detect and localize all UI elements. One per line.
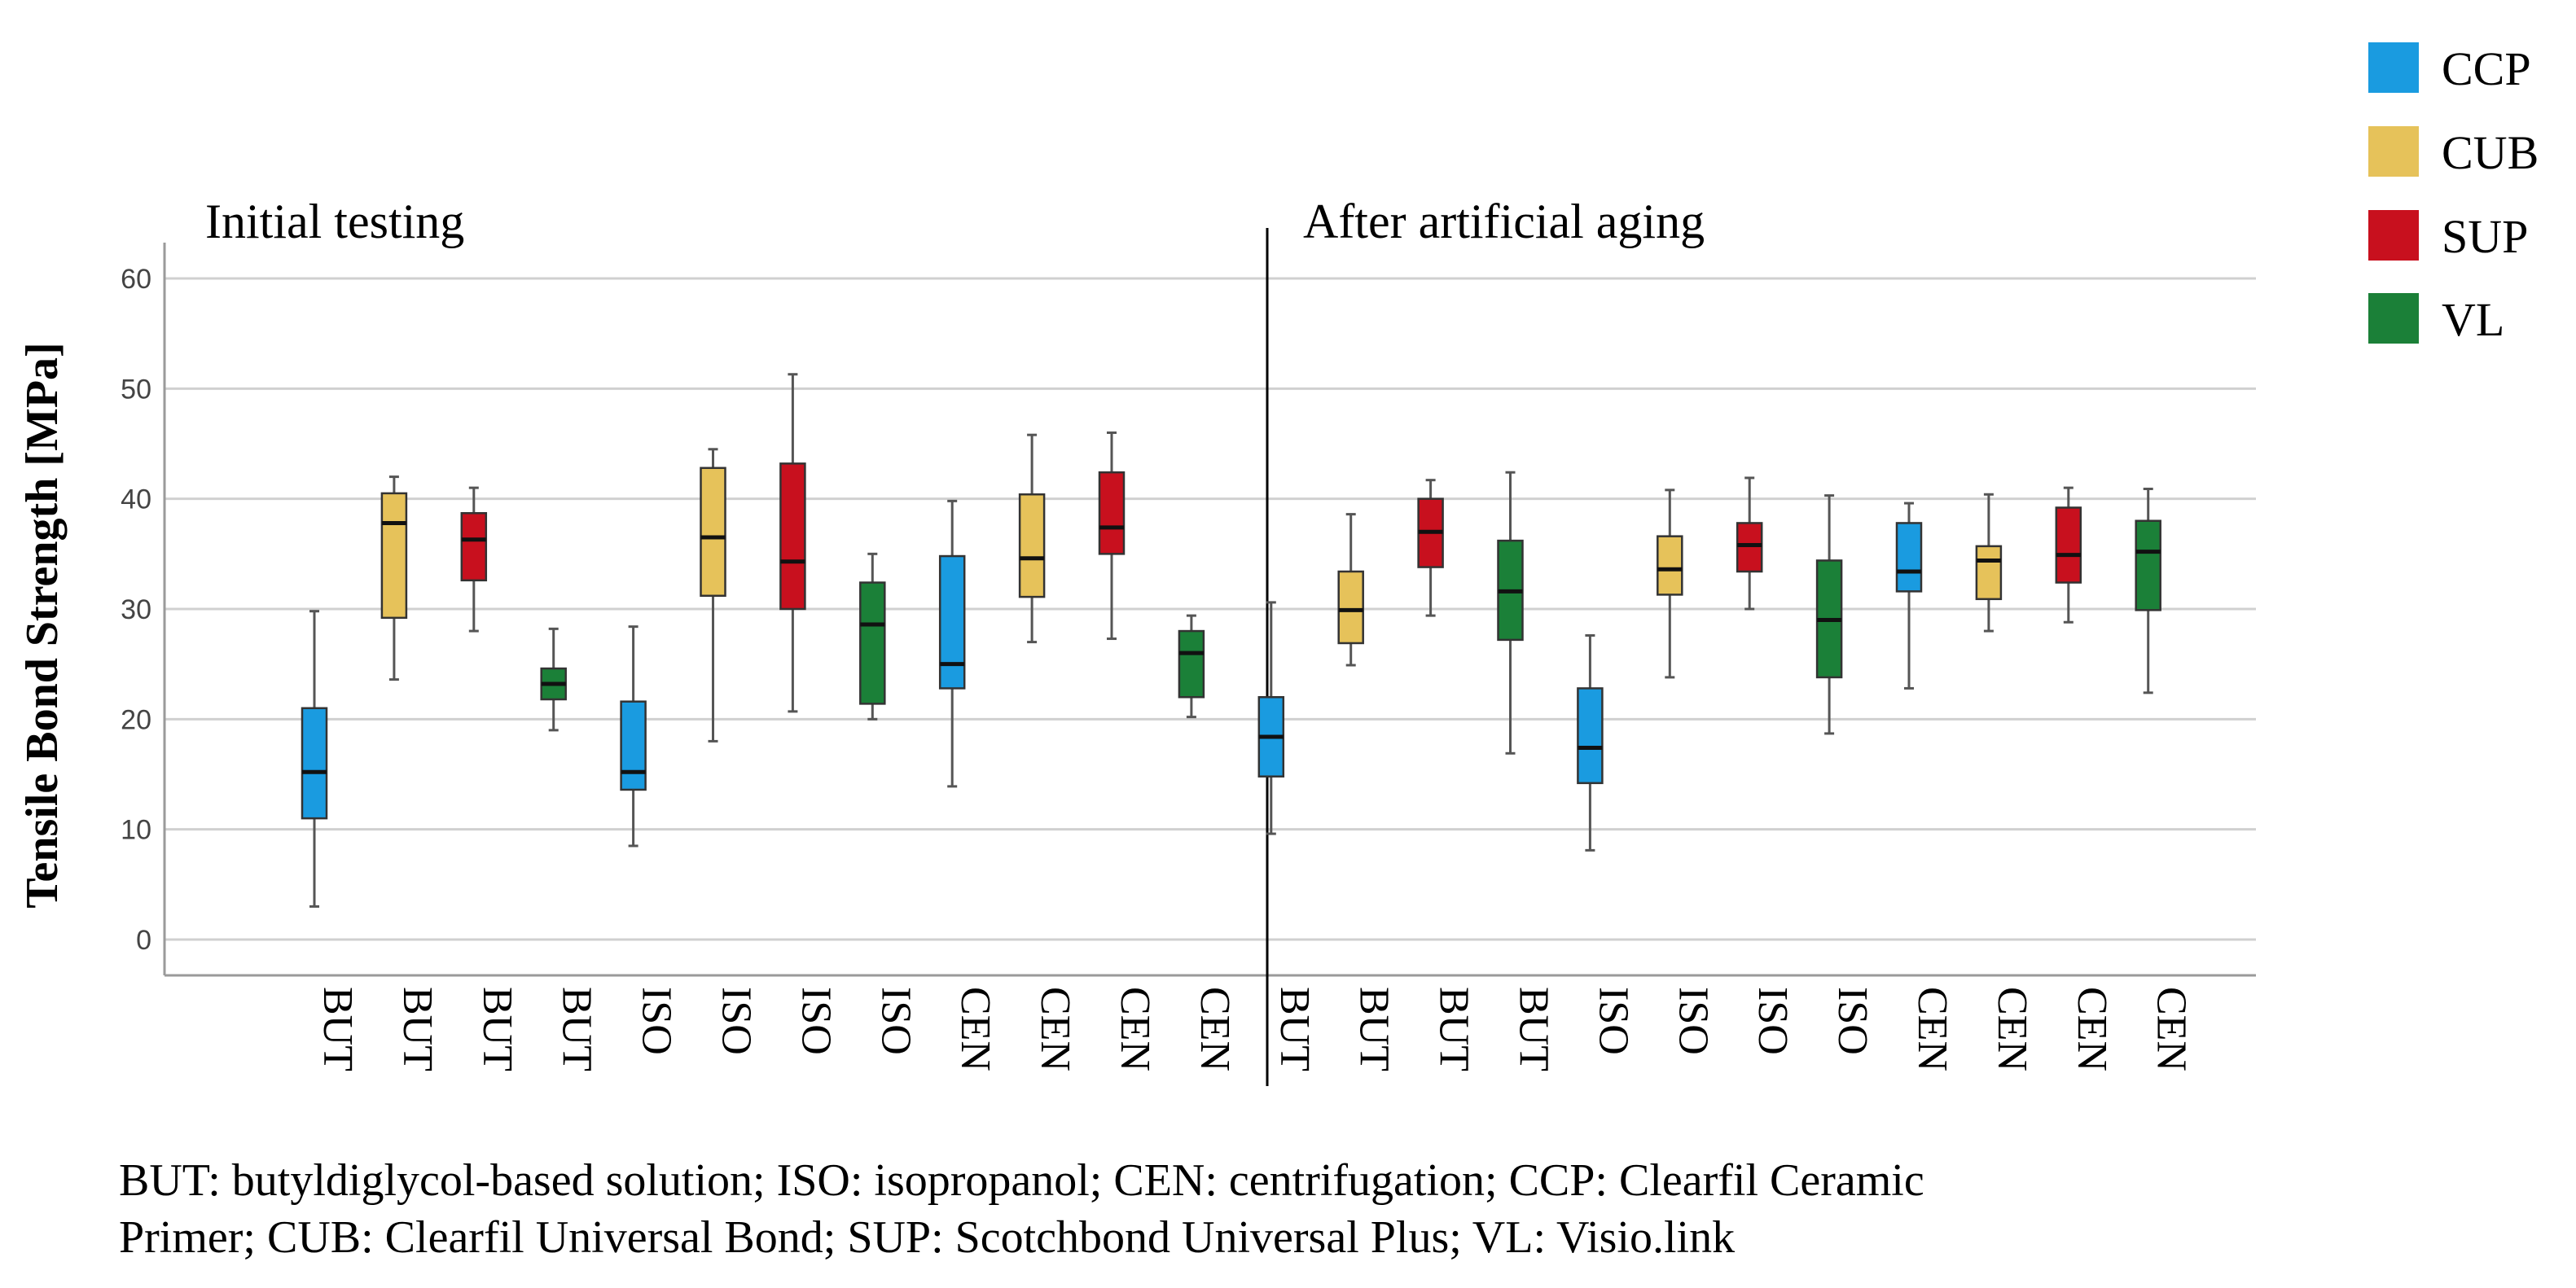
x-tick-label: BUT — [1271, 987, 1318, 1071]
x-tick-label: ISO — [792, 987, 839, 1055]
x-tick-label: BUT — [554, 987, 600, 1071]
x-tick-label: CEN — [2069, 987, 2115, 1071]
box-iqr — [1975, 545, 2003, 601]
y-axis-label: Tensile Bond Strength [MPa] — [17, 342, 68, 908]
legend-label-vl: VL — [2442, 293, 2504, 346]
x-tick-label: CEN — [952, 987, 998, 1071]
box-iqr — [1337, 570, 1364, 645]
box-0-but-ccp — [301, 610, 328, 908]
panel-title-aging: After artificial aging — [1303, 195, 1705, 248]
gridlines — [165, 277, 2256, 941]
legend-swatch-cub — [2368, 126, 2419, 177]
x-tick-label: BUT — [314, 987, 361, 1071]
box-1-iso-vl — [1815, 494, 1843, 735]
x-tick-label: BUT — [1511, 987, 1557, 1071]
y-tick-label-60: 60 — [121, 264, 151, 295]
axes — [163, 228, 2256, 1086]
box-0-cen-vl — [1178, 614, 1205, 719]
x-tick-label: ISO — [634, 987, 680, 1055]
x-tick-label: BUT — [1351, 987, 1398, 1071]
legend-swatch-ccp — [2368, 42, 2419, 93]
x-tick-label: ISO — [1670, 987, 1716, 1055]
box-0-iso-cub — [700, 448, 726, 743]
box-iqr — [380, 492, 408, 620]
legend-label-ccp: CCP — [2442, 42, 2531, 95]
y-tick-label-50: 50 — [121, 374, 151, 405]
box-0-cen-ccp — [938, 499, 966, 788]
box-iqr — [2055, 506, 2082, 584]
x-tick-label: CEN — [2148, 987, 2195, 1071]
x-tick-label: CEN — [1032, 987, 1078, 1071]
y-tick-label-0: 0 — [136, 925, 151, 956]
box-iqr — [779, 462, 806, 611]
x-tick-label: BUT — [474, 987, 520, 1071]
box-0-but-cub — [380, 475, 408, 681]
panel-title-initial: Initial testing — [205, 195, 464, 248]
y-tick-label-20: 20 — [121, 704, 151, 735]
box-iqr — [1736, 522, 1763, 573]
y-tick-label-30: 30 — [121, 594, 151, 625]
legend: CCP CUB SUP VL — [2368, 42, 2539, 346]
box-0-but-sup — [460, 486, 488, 633]
box-1-but-ccp — [1257, 601, 1285, 835]
x-tick-label: CEN — [1909, 987, 1955, 1071]
box-0-but-vl — [540, 627, 567, 732]
legend-label-cub: CUB — [2442, 126, 2539, 179]
box-1-but-cub — [1337, 513, 1364, 667]
x-tick-label: BUT — [1431, 987, 1477, 1071]
x-tick-label: CEN — [1112, 987, 1158, 1071]
x-tick-label: CEN — [1989, 987, 2035, 1071]
box-iqr — [2135, 519, 2161, 611]
footnote-line-2: Primer; CUB: Clearfil Universal Bond; SU… — [119, 1212, 1735, 1263]
footnote-line-1: BUT: butyldiglycol-based solution; ISO: … — [119, 1155, 1924, 1206]
box-iqr — [620, 700, 647, 791]
box-0-iso-sup — [779, 373, 806, 713]
box-iqr — [1577, 687, 1604, 785]
box-iqr — [859, 581, 886, 705]
box-iqr — [301, 707, 328, 820]
x-tick-label: ISO — [713, 987, 760, 1055]
box-iqr — [1657, 535, 1683, 596]
x-tick-labels: BUT BUT BUT BUT ISO ISO ISO ISO CEN CEN CEN CEN BUT B… — [314, 987, 2195, 1071]
y-tick-label-40: 40 — [121, 484, 151, 515]
box-0-iso-vl — [859, 552, 886, 721]
x-tick-label: ISO — [1749, 987, 1796, 1055]
box-iqr — [1018, 493, 1046, 598]
legend-swatch-sup — [2368, 210, 2419, 261]
box-0-cen-sup — [1098, 431, 1126, 641]
box-1-but-sup — [1417, 479, 1444, 617]
box-iqr — [460, 512, 488, 582]
legend-swatch-vl — [2368, 293, 2419, 344]
box-0-cen-cub — [1018, 433, 1046, 644]
box-1-iso-sup — [1736, 476, 1763, 611]
box-iqr — [938, 554, 966, 690]
box-1-but-vl — [1497, 471, 1524, 755]
box-1-iso-ccp — [1577, 633, 1604, 852]
y-tick-label-10: 10 — [121, 815, 151, 846]
box-1-cen-ccp — [1895, 502, 1923, 690]
box-1-cen-vl — [2135, 487, 2161, 694]
legend-label-sup: SUP — [2442, 210, 2528, 263]
box-iqr — [1895, 522, 1923, 593]
box-1-cen-sup — [2055, 486, 2082, 624]
x-tick-label: ISO — [1590, 987, 1636, 1055]
x-tick-label: ISO — [872, 987, 919, 1055]
box-1-cen-cub — [1975, 493, 2003, 633]
x-tick-label: ISO — [1829, 987, 1876, 1055]
box-iqr — [1178, 629, 1205, 699]
box-iqr — [700, 467, 726, 598]
x-tick-label: BUT — [394, 987, 441, 1071]
x-tick-label: CEN — [1191, 987, 1238, 1071]
box-iqr — [1098, 471, 1126, 555]
y-tick-labels: 0 10 20 30 40 50 60 — [121, 264, 151, 956]
box-series — [301, 373, 2161, 908]
box-1-iso-cub — [1657, 488, 1683, 679]
box-0-iso-ccp — [620, 625, 647, 848]
